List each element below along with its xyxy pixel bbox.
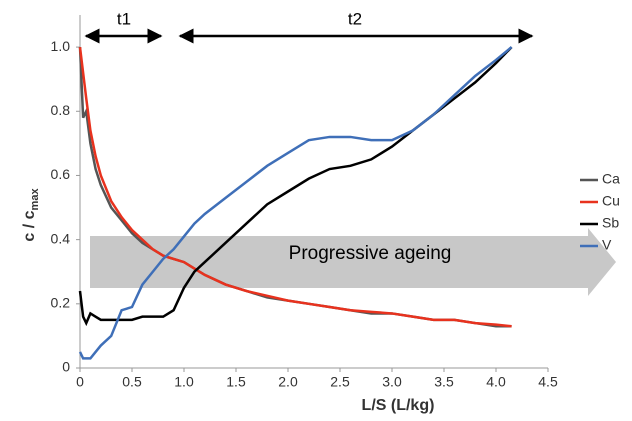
legend-label: Cu xyxy=(602,193,620,209)
legend-label: Ca xyxy=(602,171,620,187)
x-tick-label: 2.0 xyxy=(278,374,298,390)
x-tick-label: 4.0 xyxy=(486,374,506,390)
y-tick-label: 0.4 xyxy=(51,230,71,246)
legend-label: V xyxy=(602,237,612,253)
legend-label: Sb xyxy=(602,215,619,231)
x-axis-label: L/S (L/kg) xyxy=(362,397,435,414)
x-tick-label: 0 xyxy=(76,374,84,390)
t1-label: t1 xyxy=(117,9,131,28)
y-label-sub: max xyxy=(29,188,41,211)
ageing-label: Progressive ageing xyxy=(289,243,452,264)
x-tick-label: 0.5 xyxy=(122,374,142,390)
series-line xyxy=(78,46,512,328)
y-tick-label: 1.0 xyxy=(51,38,71,54)
t2-label: t2 xyxy=(348,9,362,28)
x-tick-label: 2.5 xyxy=(330,374,350,390)
y-label-main: c / c xyxy=(21,210,38,241)
x-tick-label: 1.0 xyxy=(174,374,194,390)
y-tick-label: 0.6 xyxy=(51,166,71,182)
y-tick-label: 0.8 xyxy=(51,102,71,118)
y-axis-label: c / cmax xyxy=(21,188,41,242)
x-tick-label: 1.5 xyxy=(226,374,246,390)
x-tick-label: 3.5 xyxy=(434,374,454,390)
y-tick-label: 0.2 xyxy=(51,295,71,311)
x-tick-label: 3.0 xyxy=(382,374,402,390)
series-line xyxy=(78,46,513,360)
x-tick-label: 4.5 xyxy=(538,374,558,390)
y-tick-label: 0 xyxy=(62,359,70,375)
